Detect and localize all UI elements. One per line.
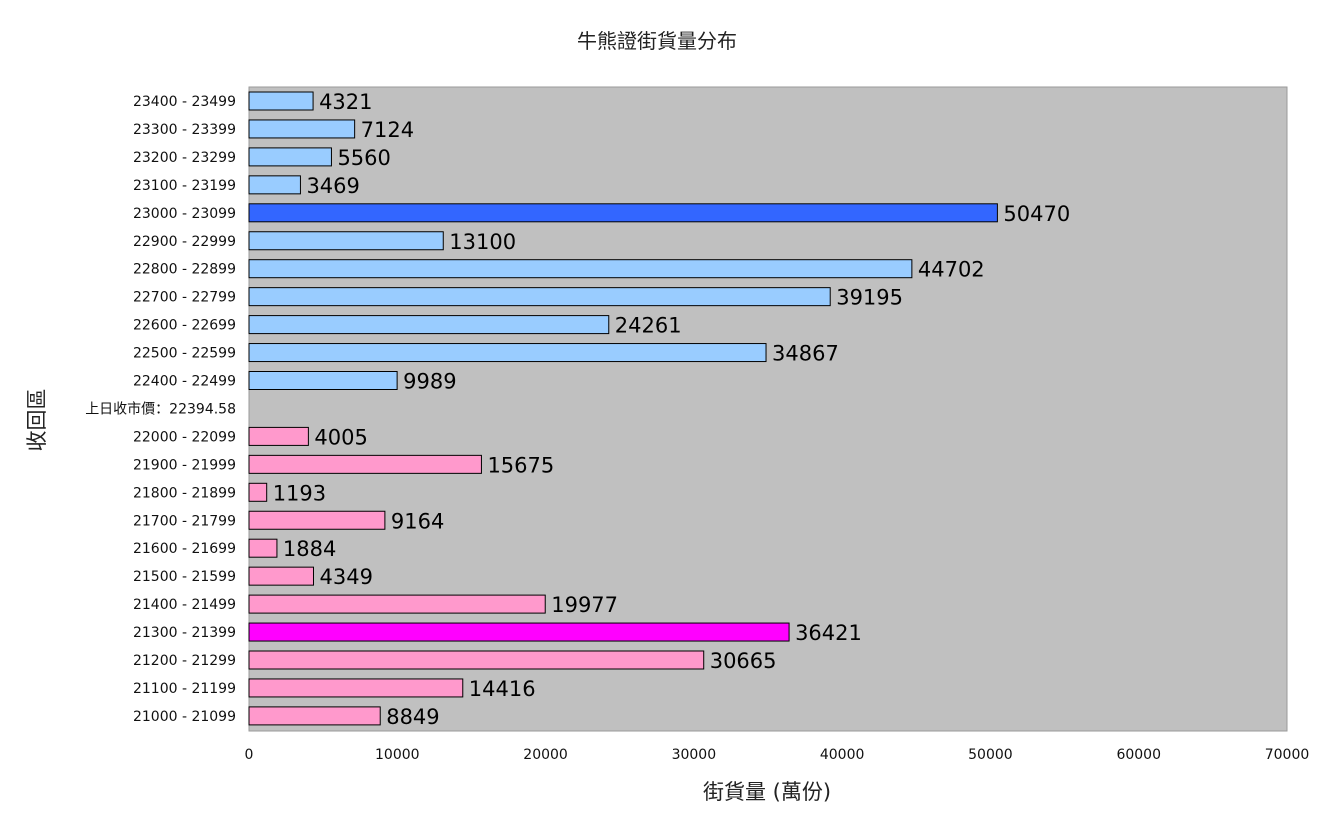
value-label: 7124 — [361, 118, 414, 142]
category-label: 22400 - 22499 — [133, 374, 236, 390]
value-label: 1193 — [273, 481, 326, 505]
chart-title: 牛熊證街貨量分布 — [577, 29, 737, 53]
value-label: 15675 — [487, 453, 554, 477]
value-label: 4005 — [314, 425, 367, 449]
x-tick-label: 50000 — [968, 747, 1013, 763]
bear-bar — [248, 343, 767, 363]
bull-bar-highlight — [248, 622, 790, 642]
x-tick-label: 30000 — [672, 747, 717, 763]
bull-bar — [248, 678, 464, 698]
bars-group: 23400 - 23499 4321 23300 - 23399 7124 23200 … — [85, 90, 1070, 729]
category-label: 21300 - 21399 — [133, 625, 236, 641]
category-label: 21200 - 21299 — [133, 653, 236, 669]
category-label: 22800 - 22899 — [133, 262, 236, 278]
category-label: 21000 - 21099 — [133, 709, 236, 725]
category-label: 21800 - 21899 — [133, 485, 236, 501]
bear-bar — [248, 259, 913, 279]
category-label: 23100 - 23199 — [133, 178, 236, 194]
x-tick-label: 40000 — [820, 747, 865, 763]
bear-bar — [248, 315, 610, 335]
x-tick-label: 20000 — [523, 747, 568, 763]
category-label: 22700 - 22799 — [133, 290, 236, 306]
category-label: 22500 - 22599 — [133, 346, 236, 362]
value-label: 24261 — [615, 314, 682, 338]
bear-bar-highlight — [248, 203, 998, 223]
category-label: 23300 - 23399 — [133, 122, 236, 138]
bear-bar — [248, 119, 356, 139]
y-axis-title: 收回區 — [25, 389, 49, 452]
category-label: 23200 - 23299 — [133, 150, 236, 166]
value-label: 8849 — [386, 705, 439, 729]
bull-bar — [248, 650, 705, 670]
bull-bar — [248, 566, 314, 586]
bear-bar — [248, 147, 332, 167]
category-label: 22600 - 22699 — [133, 318, 236, 334]
x-tick-label: 0 — [245, 747, 254, 763]
category-label: 23400 - 23499 — [133, 94, 236, 110]
value-label: 19977 — [551, 593, 618, 617]
value-label: 30665 — [710, 649, 777, 673]
category-label: 22900 - 22999 — [133, 234, 236, 250]
bear-bar — [248, 91, 314, 111]
value-label: 34867 — [772, 342, 839, 366]
bull-bar — [248, 482, 268, 502]
value-label: 5560 — [337, 146, 390, 170]
bull-bar — [248, 538, 278, 558]
bull-bar — [248, 454, 482, 474]
category-label: 21900 - 21999 — [133, 457, 236, 473]
x-axis-title: 街貨量 (萬份) — [703, 780, 831, 804]
category-label: 21400 - 21499 — [133, 597, 236, 613]
bull-bar — [248, 706, 381, 726]
reference-price-label: 上日收市價：22394.58 — [85, 400, 236, 417]
x-tick-label: 10000 — [375, 747, 420, 763]
bull-bar — [248, 510, 386, 530]
value-label: 39195 — [836, 286, 903, 310]
value-label: 13100 — [449, 230, 516, 254]
value-label: 4349 — [319, 565, 372, 589]
x-axis: 0 10000 20000 30000 40000 50000 60000 70000 — [245, 747, 1310, 763]
bear-bar — [248, 231, 444, 251]
bear-bar — [248, 287, 831, 307]
x-tick-label: 70000 — [1265, 747, 1310, 763]
bear-bar — [248, 371, 398, 390]
x-tick-label: 60000 — [1116, 747, 1161, 763]
bear-bar — [248, 175, 301, 195]
value-label: 44702 — [918, 258, 985, 282]
category-label: 21500 - 21599 — [133, 569, 236, 585]
value-label: 14416 — [469, 677, 536, 701]
value-label: 36421 — [795, 621, 862, 645]
value-label: 4321 — [319, 90, 372, 114]
value-label: 9164 — [391, 509, 444, 533]
category-label: 21700 - 21799 — [133, 513, 236, 529]
value-label: 1884 — [283, 537, 336, 561]
bull-bar — [248, 594, 546, 614]
category-label: 22000 - 22099 — [133, 429, 236, 445]
category-label: 23000 - 23099 — [133, 206, 236, 222]
category-label: 21100 - 21199 — [133, 681, 236, 697]
bull-bar — [248, 426, 309, 446]
category-label: 21600 - 21699 — [133, 541, 236, 557]
value-label: 9989 — [403, 370, 456, 394]
value-label: 3469 — [306, 174, 359, 198]
value-label: 50470 — [1003, 202, 1070, 226]
